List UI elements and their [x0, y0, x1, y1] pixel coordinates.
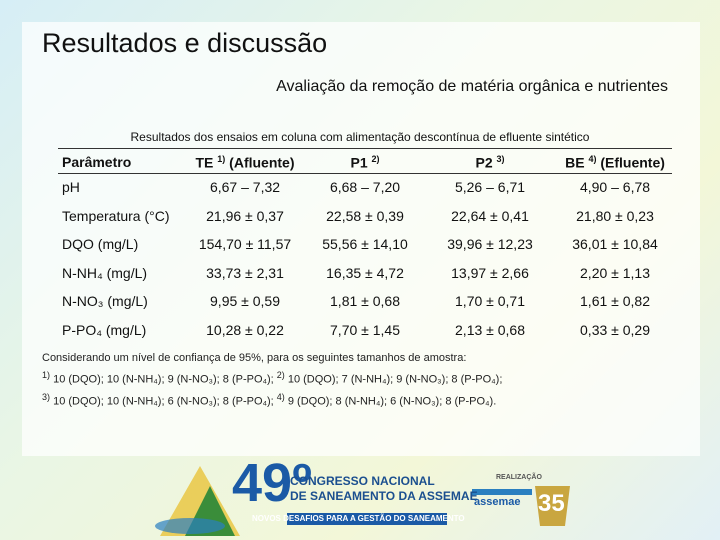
table-row: Temperatura (°C) 21,96 ± 0,37 22,58 ± 0,39…	[58, 203, 672, 232]
header-text: P1	[350, 154, 368, 171]
content-panel	[22, 22, 700, 456]
header-cell: P2 3)	[475, 154, 504, 171]
table-cell: 1,61 ± 0,82	[580, 293, 650, 309]
slogan: NOVOS DESAFIOS PARA A GESTÃO DO SANEAMEN…	[252, 514, 465, 523]
table-cell: 10,28 ± 0,22	[206, 321, 284, 338]
congress-line2: DE SANEAMENTO DA ASSEMAE	[290, 489, 478, 503]
table-row: N-NH₄ (mg/L) 33,73 ± 2,31 16,35 ± 4,72 13,9…	[58, 260, 672, 289]
table-cell: 33,73 ± 2,31	[206, 264, 284, 281]
header-suffix: (Efluente)	[600, 154, 665, 171]
table-cell: 6,68 – 7,20	[329, 179, 401, 195]
table-cell: 21,80 ± 0,23	[576, 207, 654, 224]
note-text: 10 (DQO); 7 (N-NH₄); 9 (N-NO₃); 8 (P-PO₄…	[284, 373, 503, 386]
header-sup: 4)	[588, 154, 597, 164]
note-line: 1) 10 (DQO); 10 (N-NH₄); 9 (N-NO₃); 8 (P…	[42, 367, 502, 389]
organizer-label: REALIZAÇÃO	[496, 474, 542, 481]
table-cell: P-PO₄ (mg/L)	[62, 321, 147, 338]
table-row: DQO (mg/L) 154,70 ± 11,57 55,56 ± 14,10 39,…	[58, 231, 672, 260]
organizer-name: assemae	[474, 496, 521, 508]
table-row: N-NO₃ (mg/L) 9,95 ± 0,59 1,81 ± 0,68 1,70 ±…	[58, 288, 672, 317]
slide-subtitle: Avaliação da remoção de matéria orgânica…	[276, 78, 668, 95]
table-cell: 21,96 ± 0,37	[206, 207, 284, 224]
note-text: 10 (DQO); 10 (N-NH₄); 9 (N-NO₃); 8 (P-PO…	[50, 373, 277, 386]
table-cell: 55,56 ± 14,10	[322, 236, 408, 252]
header-text: BE	[565, 154, 585, 171]
header-cell: Parâmetro	[62, 154, 131, 170]
note-text: 9 (DQO); 8 (N-NH₄); 6 (N-NO₃); 8 (P-PO₄)…	[284, 395, 497, 408]
header-sup: 3)	[496, 154, 505, 164]
table-cell: 2,13 ± 0,68	[455, 321, 525, 338]
congress-line1: CONGRESSO NACIONAL	[290, 474, 435, 488]
table-cell: N-NH₄ (mg/L)	[62, 264, 148, 281]
table-cell: 22,64 ± 0,41	[451, 207, 529, 224]
table-cell: 39,96 ± 12,23	[447, 236, 533, 252]
table-cell: 0,33 ± 0,29	[580, 321, 650, 338]
note-line: 3) 10 (DQO); 10 (N-NH₄); 6 (N-NO₃); 8 (P…	[42, 389, 502, 411]
header-cell: TE 1) (Afluente)	[195, 154, 294, 171]
slide-title: Resultados e discussão	[42, 28, 328, 58]
table-cell: 154,70 ± 11,57	[198, 236, 292, 252]
table-caption: Resultados dos ensaios em coluna com ali…	[130, 130, 590, 144]
note-sup: 3)	[42, 391, 51, 402]
note-text: 10 (DQO); 10 (N-NH₄); 6 (N-NO₃); 8 (P-PO…	[50, 395, 277, 408]
table-cell: DQO (mg/L)	[62, 236, 139, 252]
table-cell: 4,90 – 6,78	[579, 179, 651, 195]
header-text: Parâmetro	[62, 154, 132, 170]
footer: 49º CONGRESSO NACIONAL DE SANEAMENTO DA …	[0, 453, 720, 540]
header-cell: BE 4) (Efluente)	[565, 154, 665, 171]
table-cell: 9,95 ± 0,59	[210, 293, 280, 309]
header-text: P2	[475, 154, 493, 171]
table-row: P-PO₄ (mg/L) 10,28 ± 0,22 7,70 ± 1,45 2,13 …	[58, 317, 672, 346]
table-cell: 1,81 ± 0,68	[330, 293, 400, 309]
results-table: Parâmetro TE 1) (Afluente) P1 2) P2 3) BE 4)…	[58, 148, 672, 345]
anniversary: 35	[538, 490, 565, 517]
table-cell: 1,70 ± 0,71	[455, 293, 525, 309]
table-cell: 7,70 ± 1,45	[330, 321, 400, 338]
header-row: Parâmetro TE 1) (Afluente) P1 2) P2 3) BE 4)…	[58, 148, 672, 174]
edition: 49º	[232, 453, 312, 513]
footer-art	[155, 466, 570, 536]
table-cell: 5,26 – 6,71	[454, 179, 526, 195]
table-cell: 2,20 ± 1,13	[580, 264, 650, 281]
header-sup: 1)	[217, 154, 226, 164]
header-sup: 2)	[371, 154, 380, 164]
table-cell: 13,97 ± 2,66	[451, 264, 529, 281]
note-sup: 1)	[42, 370, 51, 380]
header-text: TE	[195, 154, 214, 171]
table-cell: 36,01 ± 10,84	[572, 236, 658, 252]
table-cell: pH	[62, 179, 80, 195]
header-cell: P1 2)	[350, 154, 379, 171]
table-cell: 22,58 ± 0,39	[326, 207, 404, 224]
table-cell: 6,67 – 7,32	[209, 179, 281, 195]
notes: Considerando um nível de confiança de 95…	[42, 350, 502, 410]
header-suffix: (Afluente)	[229, 154, 295, 171]
table-cell: 16,35 ± 4,72	[326, 264, 404, 281]
table-cell: N-NO₃ (mg/L)	[62, 293, 148, 309]
note-sup: 2)	[276, 370, 285, 380]
table-cell: Temperatura (°C)	[62, 207, 170, 224]
note-sup: 4)	[276, 391, 285, 402]
note-intro: Considerando um nível de confiança de 95…	[42, 352, 467, 364]
table-row: pH 6,67 – 7,32 6,68 – 7,20 5,26 – 6,71 4,90 …	[58, 174, 672, 203]
